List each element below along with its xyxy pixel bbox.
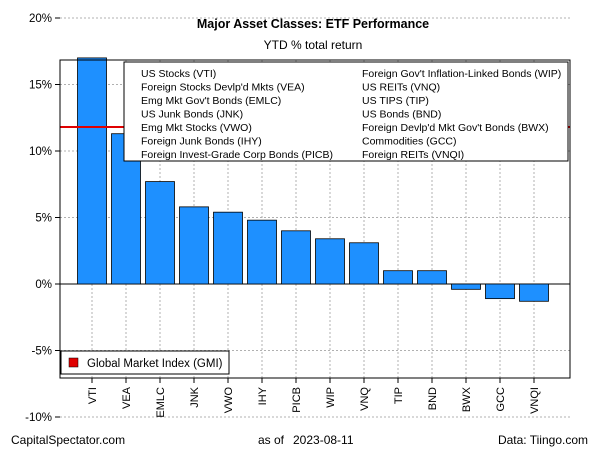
legend-entry: US Junk Bonds (JNK)	[141, 109, 243, 121]
footer-date: 2023-08-11	[293, 433, 354, 447]
legend-frame	[123, 61, 569, 162]
legend-box: US Stocks (VTI) Foreign Stocks Devlp'd Mk…	[123, 61, 569, 162]
legend-entry: Foreign Devlp'd Mkt Gov't Bonds (BWX)	[362, 122, 549, 134]
chart-title: Major Asset Classes: ETF Performance	[197, 17, 429, 31]
bar-emlc	[145, 181, 175, 285]
legend-entry: US Stocks (VTI)	[141, 68, 216, 80]
gmi-legend-frame	[60, 350, 230, 375]
x-tick-label: VWO	[223, 387, 235, 414]
y-tick-label: -5%	[32, 346, 52, 358]
y-tick-label: 10%	[29, 146, 52, 158]
x-tick-label: VTI	[87, 387, 99, 404]
x-axis: VTI VEA EMLC JNK VWO IHY PICB WIP VNQ TIP BND BWX GC…	[87, 378, 541, 418]
legend-entry: US REITs (VNQ)	[362, 82, 440, 94]
bar-wip	[315, 238, 345, 285]
x-tick-label: WIP	[325, 387, 337, 408]
y-tick-label: 5%	[35, 213, 52, 225]
legend-entry: US Bonds (BND)	[362, 109, 441, 121]
bar-picb	[281, 230, 311, 285]
legend-entry: Emg Mkt Gov't Bonds (EMLC)	[141, 95, 281, 107]
x-tick-label: TIP	[393, 387, 405, 404]
y-axis: -10%-5%0%5%10%15%20%25%30%	[25, 13, 60, 424]
gmi-legend: Global Market Index (GMI)	[60, 350, 230, 375]
legend-entry: Foreign Gov't Inflation-Linked Bonds (WI…	[362, 68, 561, 80]
footer-source: Data: Tiingo.com	[498, 433, 588, 447]
gmi-legend-swatch	[68, 357, 79, 368]
gmi-legend-label: Global Market Index (GMI)	[87, 358, 223, 370]
x-tick-label: BWX	[461, 386, 473, 412]
legend-entry: Foreign Stocks Devlp'd Mkts (VEA)	[141, 82, 305, 94]
bar-gcc	[485, 283, 515, 300]
x-tick-label: VNQ	[359, 387, 371, 411]
legend-entry: Foreign Invest-Grade Corp Bonds (PICB)	[141, 149, 333, 161]
footer-as-of: as of	[258, 433, 285, 447]
x-tick-label: GCC	[495, 387, 507, 412]
legend-entry: Foreign Junk Bonds (IHY)	[141, 136, 262, 148]
legend-entry: Commodities (GCC)	[362, 136, 457, 148]
legend-entry: Foreign REITs (VNQI)	[362, 149, 464, 161]
legend-entry: US TIPS (TIP)	[362, 95, 429, 107]
bar-ihy	[247, 219, 277, 285]
y-tick-label: 0%	[35, 279, 52, 291]
bar-bwx	[451, 283, 481, 290]
plot-frame	[59, 59, 571, 379]
y-tick-label: 20%	[29, 13, 52, 25]
x-tick-label: VNQI	[529, 387, 541, 414]
bar-vnqi	[519, 283, 549, 302]
legend-entry: Emg Mkt Stocks (VWO)	[141, 122, 252, 134]
bars-group	[77, 57, 549, 302]
x-tick-label: JNK	[189, 386, 201, 407]
y-tick-label: -10%	[25, 412, 52, 424]
bar-tip	[383, 270, 413, 285]
y-tick-label: 15%	[29, 80, 52, 92]
chart-subtitle: YTD % total return	[264, 38, 363, 52]
bar-vnq	[349, 242, 379, 285]
x-tick-label: BND	[427, 387, 439, 410]
x-tick-label: IHY	[257, 386, 269, 405]
footer-site: CapitalSpectator.com	[11, 433, 125, 447]
bar-vti	[77, 57, 107, 285]
x-tick-label: PICB	[291, 387, 303, 413]
x-tick-label: VEA	[121, 386, 133, 409]
bar-jnk	[179, 206, 209, 285]
bar-bnd	[417, 270, 447, 285]
bar-vwo	[213, 211, 243, 285]
x-tick-label: EMLC	[155, 387, 167, 418]
legend-items: US Stocks (VTI) Foreign Stocks Devlp'd Mk…	[141, 68, 561, 161]
